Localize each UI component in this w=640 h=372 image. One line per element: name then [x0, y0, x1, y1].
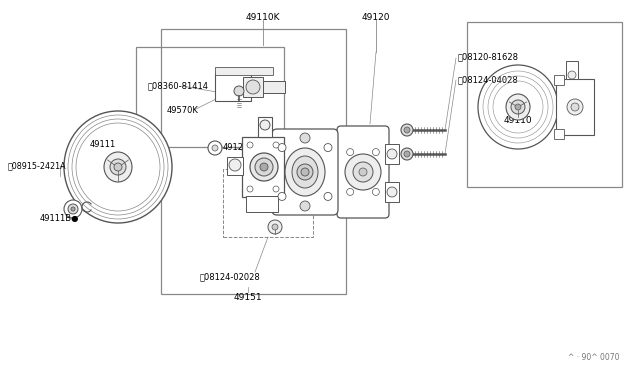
Text: ⒲08120-81628: ⒲08120-81628 [458, 52, 519, 61]
Circle shape [247, 186, 253, 192]
Circle shape [273, 186, 279, 192]
Circle shape [273, 142, 279, 148]
Text: ⒲08124-04028: ⒲08124-04028 [458, 76, 519, 84]
Circle shape [71, 207, 75, 211]
Circle shape [347, 148, 354, 155]
Circle shape [347, 188, 354, 195]
Circle shape [255, 158, 273, 176]
Bar [246, 196, 278, 212]
Text: 49570K: 49570K [167, 106, 199, 115]
Circle shape [268, 220, 282, 234]
Text: 49121: 49121 [223, 142, 249, 151]
Bar [215, 73, 251, 101]
Bar [263, 81, 285, 93]
Circle shape [212, 145, 218, 151]
Circle shape [64, 200, 82, 218]
Circle shape [567, 99, 583, 115]
Bar [554, 129, 564, 139]
Text: ^ · 90^ 0070: ^ · 90^ 0070 [568, 353, 620, 362]
Text: 49120: 49120 [362, 13, 390, 22]
Circle shape [515, 104, 521, 110]
Circle shape [68, 204, 78, 214]
Circle shape [401, 148, 413, 160]
Bar [136, 47, 284, 147]
Circle shape [297, 164, 313, 180]
Circle shape [278, 192, 286, 201]
Text: 49111B●: 49111B● [40, 214, 79, 222]
Circle shape [250, 153, 278, 181]
Bar [385, 144, 399, 164]
Circle shape [345, 154, 381, 190]
Circle shape [260, 120, 270, 130]
Text: ⒲08124-02028: ⒲08124-02028 [200, 273, 260, 282]
Bar [554, 75, 564, 85]
Ellipse shape [64, 111, 172, 223]
Bar [161, 29, 346, 294]
Circle shape [401, 124, 413, 136]
Ellipse shape [478, 65, 558, 149]
Bar [556, 79, 594, 135]
Circle shape [359, 168, 367, 176]
Circle shape [404, 127, 410, 133]
Circle shape [110, 159, 126, 175]
Circle shape [229, 159, 241, 171]
Bar [467, 22, 622, 187]
Ellipse shape [506, 94, 530, 120]
Circle shape [272, 224, 278, 230]
Bar [258, 117, 272, 137]
Circle shape [208, 141, 222, 155]
Circle shape [278, 144, 286, 151]
Circle shape [300, 133, 310, 143]
FancyBboxPatch shape [272, 129, 338, 215]
FancyBboxPatch shape [337, 126, 389, 218]
Bar [566, 61, 578, 79]
Text: 49151: 49151 [234, 294, 262, 302]
Bar [243, 77, 263, 97]
Circle shape [353, 162, 373, 182]
Ellipse shape [104, 152, 132, 182]
Ellipse shape [292, 156, 318, 188]
Circle shape [300, 201, 310, 211]
Text: 49111: 49111 [90, 140, 116, 148]
Circle shape [372, 148, 380, 155]
Text: 49110K: 49110K [246, 13, 280, 22]
Ellipse shape [285, 148, 325, 196]
Bar [242, 137, 284, 197]
Circle shape [372, 188, 380, 195]
Text: Ⓢ08360-81414: Ⓢ08360-81414 [148, 81, 209, 90]
Circle shape [260, 163, 268, 171]
Circle shape [114, 163, 122, 171]
Circle shape [247, 142, 253, 148]
Circle shape [246, 80, 260, 94]
Circle shape [571, 103, 579, 111]
Circle shape [511, 100, 525, 114]
Bar [223, 169, 313, 237]
Circle shape [234, 86, 244, 96]
Circle shape [568, 71, 576, 79]
Text: 49110: 49110 [504, 115, 532, 125]
Bar [227, 157, 243, 175]
Circle shape [387, 149, 397, 159]
Circle shape [301, 168, 309, 176]
Circle shape [324, 144, 332, 151]
Circle shape [324, 192, 332, 201]
Text: Ⓧ08915-2421A: Ⓧ08915-2421A [8, 161, 67, 170]
Circle shape [387, 187, 397, 197]
Bar [215, 67, 273, 75]
Bar [385, 182, 399, 202]
Circle shape [404, 151, 410, 157]
